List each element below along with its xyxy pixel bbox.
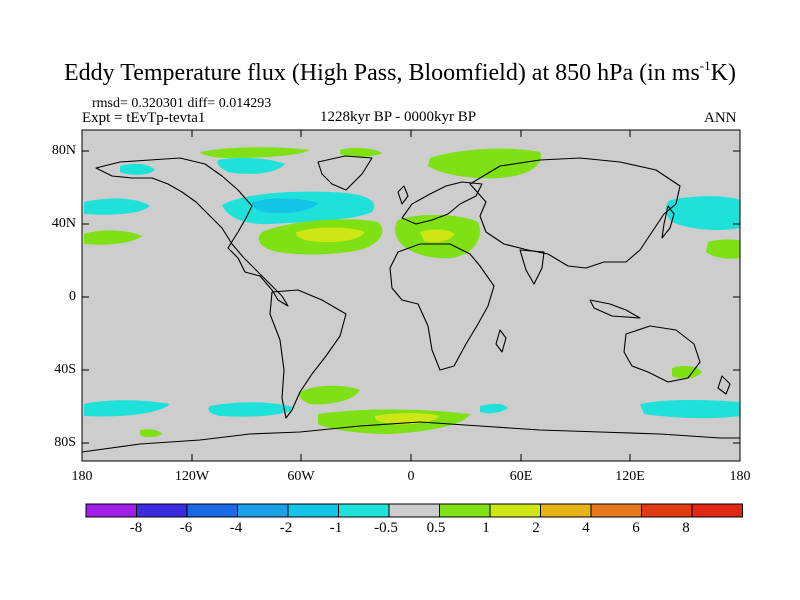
colorbar-label: 2	[532, 520, 540, 536]
coastlines	[81, 155, 740, 453]
colorbar-box	[439, 503, 491, 518]
patch-np-east-negative	[665, 196, 740, 230]
plot-title: Eddy Temperature flux (High Pass, Bloomf…	[64, 58, 736, 86]
y-tick-40s: 40S	[54, 362, 76, 377]
patch-np-east-positive	[706, 239, 740, 259]
colorbar-box	[186, 503, 238, 518]
patch-arctic-canada-negative	[217, 157, 285, 174]
colorbar-box	[691, 503, 743, 518]
x-tick-60w: 60W	[287, 469, 315, 484]
colorbar-label: 0.5	[426, 520, 446, 536]
y-tick-40n: 40N	[51, 216, 76, 231]
colorbar-label: -2	[279, 520, 293, 536]
colorbar-label: -0.5	[374, 520, 398, 536]
colorbar-label: -6	[179, 520, 193, 536]
x-tick-180-right: 180	[729, 469, 751, 484]
colorbar-box	[85, 503, 137, 518]
colorbar-box	[489, 503, 541, 518]
y-tick-80s: 80S	[54, 435, 76, 450]
patch-arctic-pacific-negative	[120, 163, 155, 175]
x-tick-0: 0	[407, 469, 415, 484]
patch-np-west-positive	[84, 230, 142, 245]
colorbar-label: -8	[129, 520, 143, 536]
patch-so-mid-negative	[208, 402, 295, 417]
colorbar-label: 1	[482, 520, 490, 536]
x-tick-60e: 60E	[509, 469, 533, 484]
x-tick-180-left: 180	[71, 469, 93, 484]
colorbar-label: 8	[682, 520, 690, 536]
season-label: ANN	[704, 110, 737, 126]
patch-antarctic-positive	[140, 429, 162, 438]
patch-mediterranean-strong-positive	[420, 229, 455, 243]
colorbar-box	[641, 503, 693, 518]
colorbar-box	[136, 503, 188, 518]
axis-ticks	[82, 130, 740, 461]
patch-so-atlantic-negative	[480, 403, 508, 414]
y-tick-80n: 80N	[51, 143, 76, 158]
colorbar-label: 4	[582, 520, 590, 536]
colorbar-box	[540, 503, 592, 518]
patch-so-indian-negative	[640, 400, 740, 419]
colorbar-box	[338, 503, 390, 518]
patch-south-atlantic-positive	[299, 385, 360, 405]
x-tick-120w: 120W	[174, 469, 210, 484]
patch-np-west-negative	[84, 198, 150, 215]
patch-so-west-negative	[84, 400, 170, 417]
colorbar-box	[287, 503, 339, 518]
y-tick-0: 0	[69, 289, 76, 304]
colorbar-box	[388, 503, 440, 518]
period-label: 1228kyr BP - 0000kyr BP	[320, 109, 477, 125]
patch-siberia-positive	[428, 148, 541, 179]
experiment-label: Expt = tEvTp-tevta1	[82, 110, 206, 126]
colorbar	[85, 503, 743, 518]
colorbar-box	[590, 503, 642, 518]
patch-atlantic-strong-positive	[295, 227, 365, 243]
patch-so-strong-positive	[374, 413, 440, 425]
colorbar-label: -1	[329, 520, 343, 536]
x-tick-120e: 120E	[615, 469, 645, 484]
colorbar-label: 6	[632, 520, 640, 536]
anomaly-patches	[84, 147, 740, 438]
patch-north-atlantic-strong-negative	[252, 198, 318, 214]
stats-text: rmsd= 0.320301 diff= 0.014293	[92, 96, 272, 111]
colorbar-label: -4	[229, 520, 243, 536]
colorbar-box	[237, 503, 289, 518]
map-background	[82, 130, 740, 461]
patch-canada-positive	[200, 147, 310, 158]
patch-greenland-positive	[340, 147, 382, 157]
